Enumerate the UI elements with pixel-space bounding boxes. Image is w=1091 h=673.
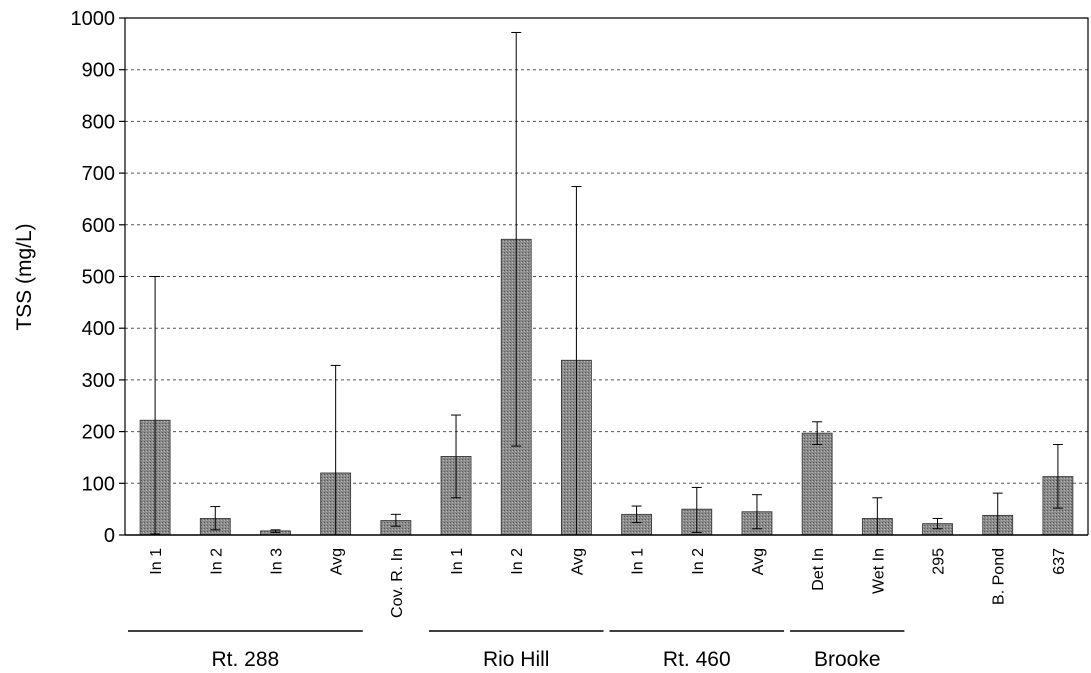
category-label: 295 bbox=[931, 548, 948, 575]
category-label: B. Pond bbox=[991, 548, 1008, 605]
category-label: Wet In bbox=[870, 548, 887, 594]
error-bar bbox=[992, 492, 1003, 535]
group-label: Rt. 460 bbox=[663, 648, 731, 671]
category-label: In 1 bbox=[630, 548, 647, 575]
error-bar bbox=[571, 186, 582, 535]
error-bar bbox=[932, 517, 943, 530]
category-labels: In 1 In 2 In 3 Avg Cov. R. In In 1 In 2 Avg In 1… bbox=[148, 548, 1068, 618]
y-tick-label: 800 bbox=[82, 111, 115, 133]
axes bbox=[119, 17, 1089, 536]
error-bar bbox=[1052, 444, 1063, 509]
category-label: In 3 bbox=[268, 548, 285, 575]
category-label: Avg bbox=[569, 548, 586, 575]
y-tick-label: 900 bbox=[82, 60, 115, 82]
error-bar bbox=[451, 414, 462, 499]
y-tick-label: 600 bbox=[82, 215, 115, 237]
category-label: In 2 bbox=[208, 548, 225, 575]
bar bbox=[801, 432, 833, 536]
error-bar bbox=[751, 494, 762, 530]
group-label: Rio Hill bbox=[483, 648, 550, 671]
y-tick-label: 700 bbox=[82, 163, 115, 185]
y-tick-label: 200 bbox=[82, 422, 115, 444]
error-bar bbox=[150, 276, 161, 535]
category-label: Avg bbox=[329, 548, 346, 575]
y-tick-label: 400 bbox=[82, 318, 115, 340]
group-labels: Rt. 288 Rio Hill Rt. 460 Brooke bbox=[128, 630, 905, 671]
category-label: Cov. R. In bbox=[389, 548, 406, 618]
error-bar bbox=[330, 364, 341, 535]
category-label: 637 bbox=[1051, 548, 1068, 575]
error-bar bbox=[210, 506, 221, 531]
y-tick-label: 300 bbox=[82, 370, 115, 392]
error-bar bbox=[270, 529, 281, 533]
gridlines bbox=[125, 17, 1088, 484]
y-tick-label: 100 bbox=[82, 473, 115, 495]
category-label: In 1 bbox=[449, 548, 466, 575]
error-bar bbox=[812, 421, 823, 446]
bars bbox=[139, 238, 1074, 536]
category-label: In 2 bbox=[509, 548, 526, 575]
error-bar bbox=[691, 486, 702, 533]
group-label: Rt. 288 bbox=[212, 648, 280, 671]
y-tick-labels: 0 100 200 300 400 500 600 700 800 900 1000 bbox=[71, 8, 116, 547]
category-label: Det In bbox=[810, 548, 827, 591]
category-label: In 1 bbox=[148, 548, 165, 575]
y-tick-label: 1000 bbox=[71, 8, 116, 30]
error-bar bbox=[872, 497, 883, 535]
error-bar bbox=[511, 31, 522, 447]
y-tick-label: 0 bbox=[104, 525, 115, 547]
category-label: Avg bbox=[750, 548, 767, 575]
group-label: Brooke bbox=[814, 648, 881, 671]
error-bars bbox=[150, 31, 1063, 535]
y-tick-label: 500 bbox=[82, 267, 115, 289]
category-label: In 2 bbox=[690, 548, 707, 575]
error-bar bbox=[390, 513, 401, 527]
error-bar bbox=[631, 505, 642, 524]
y-axis-title: TSS (mg/L) bbox=[13, 223, 36, 330]
